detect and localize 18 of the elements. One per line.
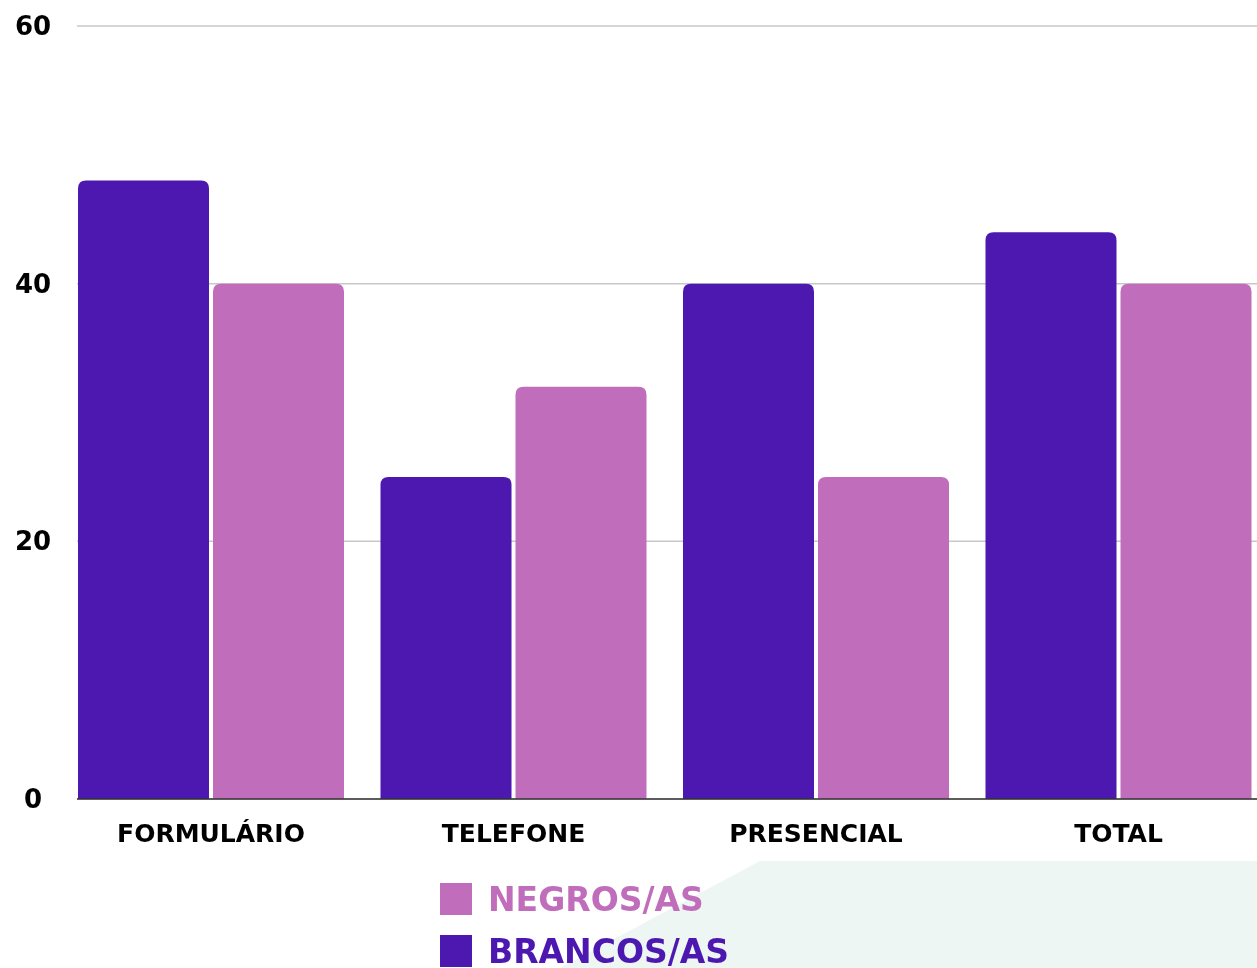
legend-label: BRANCOS/AS <box>488 931 730 968</box>
x-tick-label: TOTAL <box>1074 818 1163 848</box>
bar <box>213 283 344 799</box>
bar <box>380 476 512 799</box>
y-tick-label: 60 <box>14 11 52 41</box>
bar <box>1120 283 1252 799</box>
x-tick-label: FORMULÁRIO <box>117 818 305 848</box>
bar <box>985 232 1117 799</box>
y-tick-label: 20 <box>14 526 52 557</box>
bar <box>683 283 814 799</box>
legend-label: NEGROS/AS <box>488 879 704 919</box>
x-tick-label: PRESENCIAL <box>729 818 903 848</box>
bar <box>818 476 949 799</box>
y-tick-label: 40 <box>14 268 52 299</box>
x-tick-label: TELEFONE <box>441 818 586 848</box>
y-tick-label: 0 <box>23 784 43 814</box>
bar <box>78 180 209 799</box>
bar <box>515 386 647 799</box>
